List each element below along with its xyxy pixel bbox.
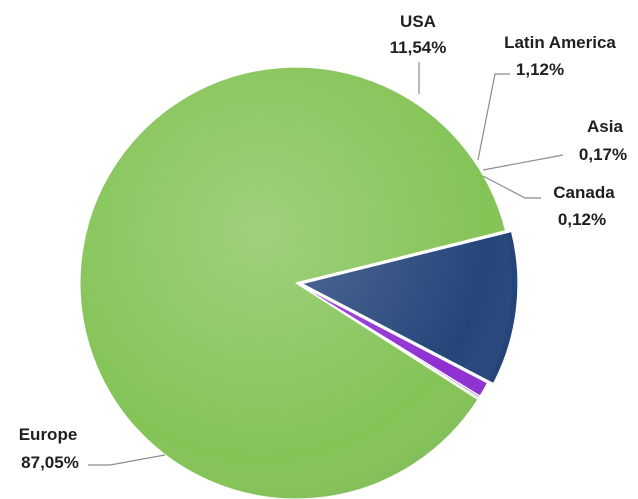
leader-line-latin-america <box>477 73 510 161</box>
slice-name-asia: Asia <box>587 117 623 136</box>
slice-name-canada: Canada <box>553 183 615 202</box>
slice-value-asia: 0,17% <box>579 145 627 164</box>
slice-name-europe: Europe <box>19 425 78 444</box>
leader-line-asia <box>482 154 564 171</box>
leader-lines <box>88 62 564 466</box>
slice-value-europe: 87,05% <box>21 453 79 472</box>
leader-line-europe <box>88 454 166 466</box>
pie-slices <box>79 66 519 499</box>
slice-name-usa: USA <box>400 12 436 31</box>
leader-line-canada <box>482 175 541 199</box>
slice-labels: USA 11,54% Latin America 1,12% Asia 0,17% Cana… <box>19 12 627 472</box>
slice-value-canada: 0,12% <box>558 210 606 229</box>
slice-name-latin-america: Latin America <box>504 33 616 52</box>
slice-value-latin-america: 1,12% <box>516 60 564 79</box>
slice-value-usa: 11,54% <box>390 38 447 57</box>
